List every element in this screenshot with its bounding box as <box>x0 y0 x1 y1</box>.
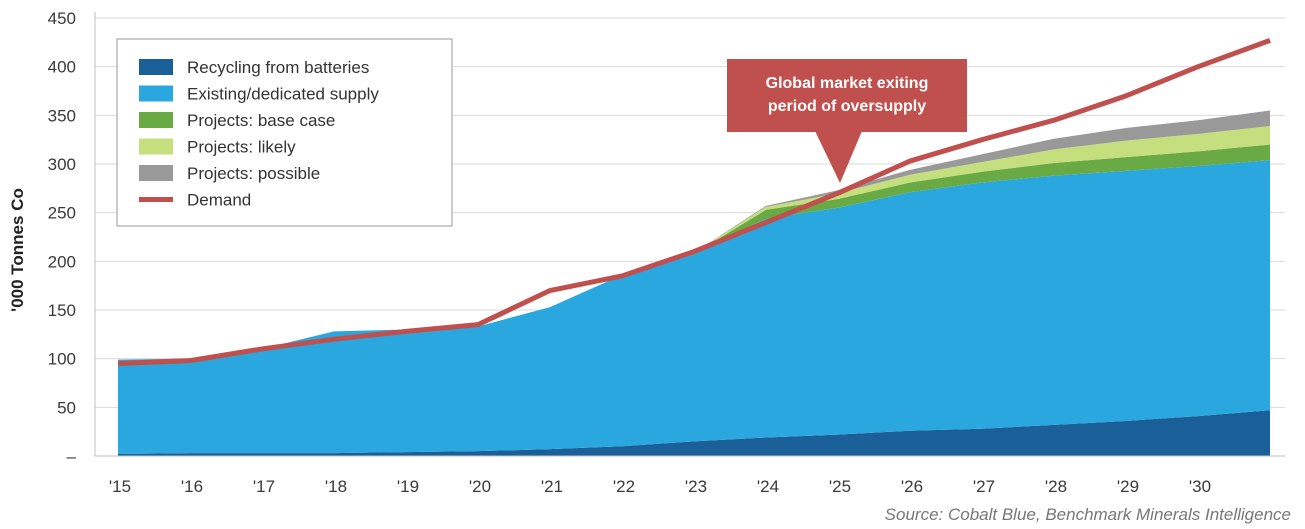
legend-label-existing-dedicated-supply: Existing/dedicated supply <box>187 85 379 104</box>
x-tick-label: '18 <box>325 477 347 496</box>
area-existing-dedicated-supply <box>118 160 1270 455</box>
area-projects-likely <box>118 126 1270 360</box>
legend-label-projects-likely: Projects: likely <box>187 138 296 157</box>
x-tick-label: '24 <box>757 477 779 496</box>
callout: Global market exiting period of oversupp… <box>727 59 967 183</box>
legend-swatch-projects-possible <box>139 165 173 181</box>
area-recycling-from-batteries <box>118 410 1270 456</box>
x-tick-label: '23 <box>685 477 707 496</box>
x-tick-label: '29 <box>1117 477 1139 496</box>
legend-label-demand: Demand <box>187 191 251 210</box>
callout-line-1: Global market exiting <box>766 75 929 92</box>
y-tick-label: 150 <box>48 301 76 320</box>
callout-line-2: period of oversupply <box>768 98 926 115</box>
legend-swatch-recycling-from-batteries <box>139 59 173 75</box>
x-tick-label: '15 <box>109 477 131 496</box>
y-tick-label: 250 <box>48 204 76 223</box>
callout-box <box>727 59 967 132</box>
x-tick-label: '19 <box>397 477 419 496</box>
legend-label-recycling-from-batteries: Recycling from batteries <box>187 58 369 77</box>
x-tick-label: '22 <box>613 477 635 496</box>
demand-line <box>117 38 1271 367</box>
y-tick-label: – <box>67 447 77 466</box>
x-tick-label: '16 <box>181 477 203 496</box>
y-tick-label: 50 <box>57 398 76 417</box>
y-tick-label: 400 <box>48 58 76 77</box>
y-tick-label: 100 <box>48 350 76 369</box>
x-tick-label: '28 <box>1045 477 1067 496</box>
callout-pointer <box>815 131 862 183</box>
legend-swatch-projects-likely <box>139 138 173 155</box>
x-tick-label: '25 <box>829 477 851 496</box>
legend-label-projects-possible: Projects: possible <box>187 164 320 183</box>
x-tick-label: '21 <box>541 477 563 496</box>
y-tick-label: 300 <box>48 155 76 174</box>
x-tick-labels: '15 '16 '17 '18 '19 '20 '21 '22 '23 '24 '25 '26 '27 '… <box>109 477 1211 496</box>
x-tick-label: '20 <box>469 477 491 496</box>
y-axis-label: '000 Tonnes Co <box>8 188 27 312</box>
x-tick-label: '27 <box>973 477 995 496</box>
x-tick-label: '26 <box>901 477 923 496</box>
x-tick-label: '30 <box>1189 477 1211 496</box>
legend-swatch-existing-dedicated-supply <box>139 85 173 102</box>
legend-label-projects-base-case: Projects: base case <box>187 111 335 130</box>
source-note: Source: Cobalt Blue, Benchmark Minerals … <box>884 505 1291 524</box>
y-tick-label: 450 <box>48 9 76 28</box>
legend: Recycling from batteries Existing/dedicat… <box>116 38 453 227</box>
y-tick-label: 350 <box>48 106 76 125</box>
x-tick-label: '17 <box>253 477 275 496</box>
y-tick-labels: – 50 100 150 200 250 300 350 400 450 <box>48 9 77 466</box>
stacked-areas <box>118 110 1270 456</box>
y-tick-label: 200 <box>48 252 76 271</box>
area-projects-base-case <box>118 144 1270 360</box>
legend-swatch-projects-base-case <box>139 112 173 128</box>
area-projects-possible <box>118 110 1270 360</box>
